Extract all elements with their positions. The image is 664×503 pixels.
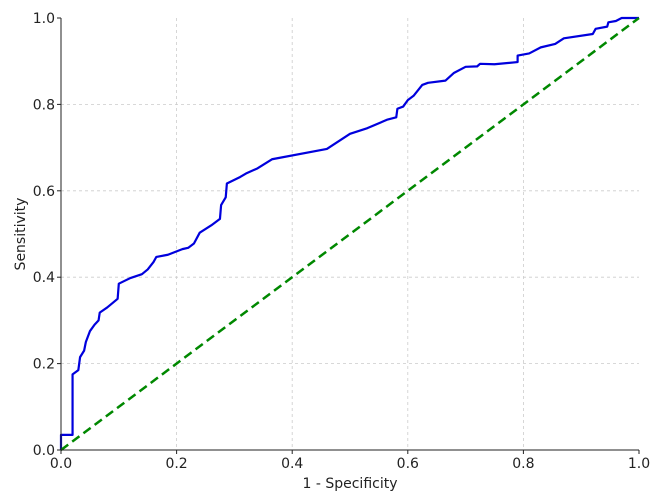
y-tick-label: 0.6: [33, 184, 55, 200]
axes: [57, 17, 640, 454]
y-tick-label: 0.8: [33, 97, 55, 113]
plot-background: [61, 18, 639, 450]
x-tick-label: 0.4: [281, 456, 303, 472]
x-tick-label: 0.2: [165, 456, 187, 472]
y-tick-label: 0.4: [33, 270, 55, 286]
y-axis-title: Sensitivity: [13, 198, 29, 271]
roc-curve-line: [59, 16, 639, 450]
x-tick-label: 1.0: [628, 456, 650, 472]
series-layer: [59, 16, 640, 452]
y-tick-label: 0.2: [33, 357, 55, 373]
chance-line: [60, 16, 640, 452]
x-tick-label: 0.6: [397, 456, 419, 472]
x-tick-label: 0.0: [50, 456, 72, 472]
x-tick-label: 0.8: [512, 456, 534, 472]
tick-labels: 0.0 0.2 0.4 0.6 0.8 1.0 0.0 0.2 0.4 0.6 0.8 1.0: [33, 11, 650, 472]
grid-lines: [61, 18, 639, 450]
y-tick-label: 1.0: [33, 11, 55, 27]
y-tick-label: 0.0: [33, 443, 55, 459]
x-axis-title: 1 - Specificity: [302, 476, 397, 492]
